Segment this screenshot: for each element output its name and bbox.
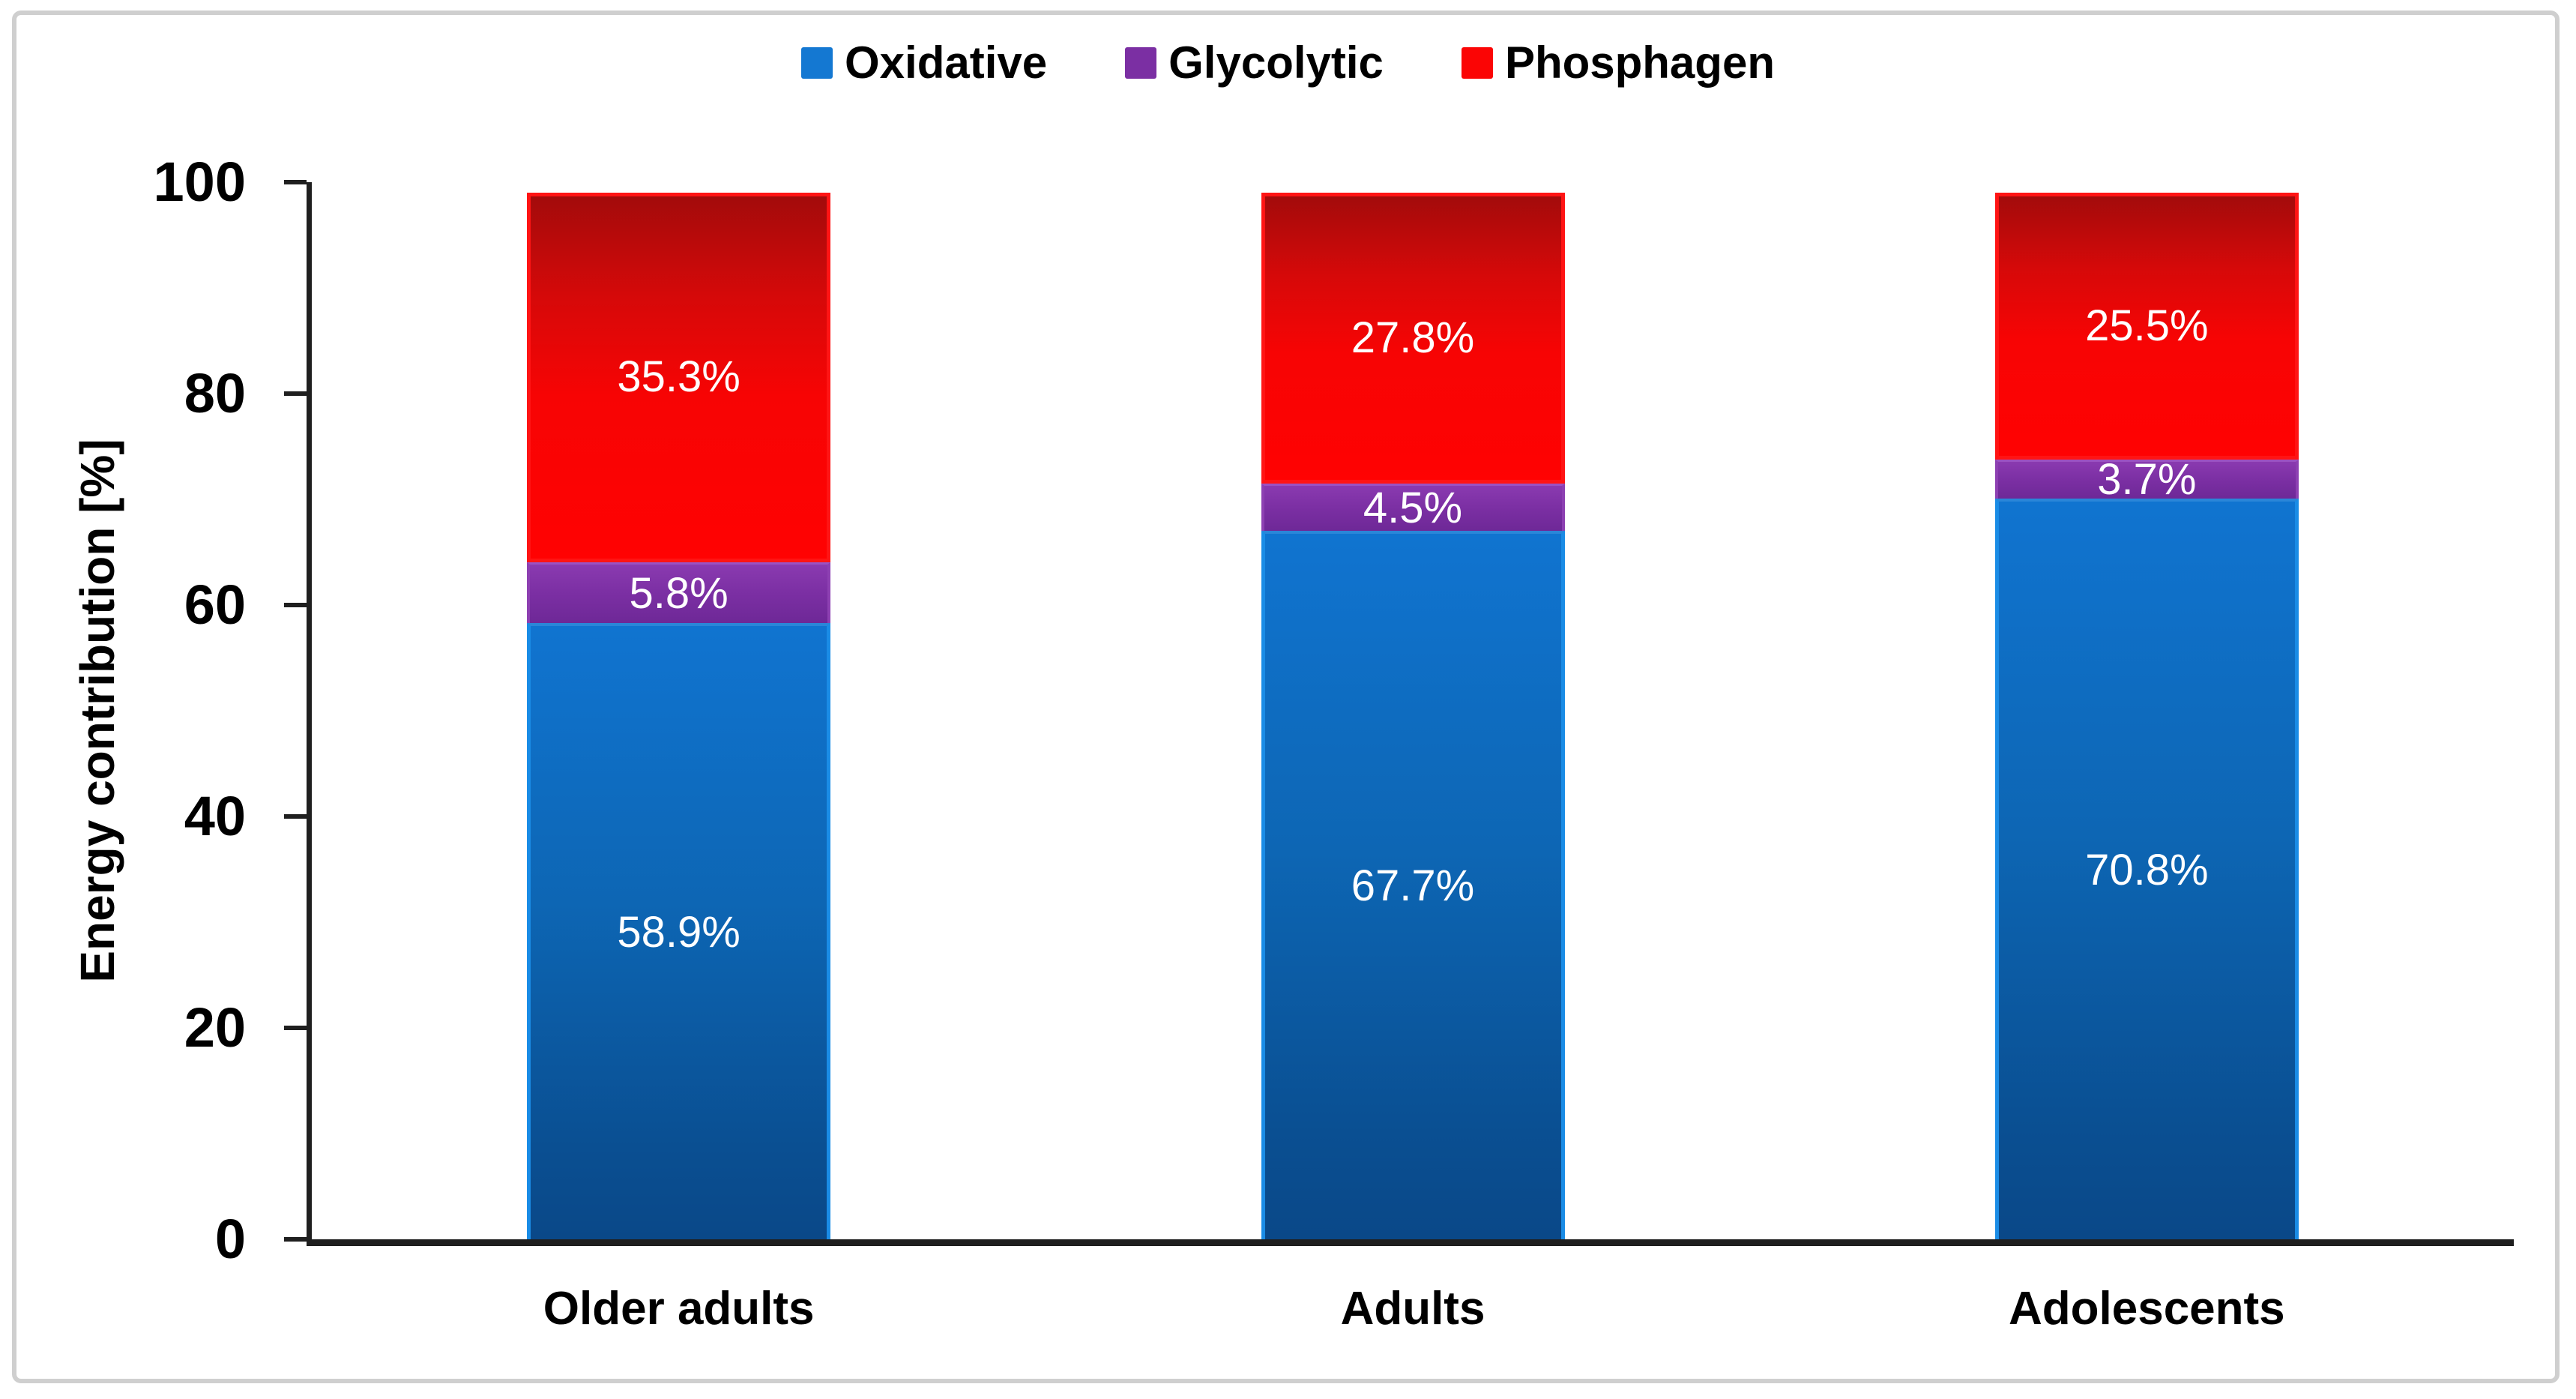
segment-value-label: 70.8% — [2085, 845, 2209, 894]
segment-value-label: 4.5% — [1363, 484, 1463, 533]
legend-item-phosphagen: Phosphagen — [1461, 37, 1775, 88]
legend-color-chip-oxidative — [801, 47, 833, 79]
y-tick-mark — [284, 603, 307, 607]
segment-oxidative: 70.8% — [1994, 498, 2299, 1239]
legend-label: Oxidative — [845, 37, 1048, 88]
y-tick-label: 100 — [153, 151, 246, 213]
y-tick-label: 80 — [184, 362, 246, 424]
y-tick-mark — [284, 1026, 307, 1030]
segment-phosphagen: 35.3% — [527, 193, 831, 562]
segment-value-label: 58.9% — [617, 907, 740, 957]
segment-glycolytic: 5.8% — [527, 562, 831, 623]
legend-color-chip-glycolytic — [1125, 47, 1157, 79]
legend-label: Phosphagen — [1504, 37, 1775, 88]
plot-area: 0 20 40 60 80 100 58.9% 5.8% 35.3% Older adults 67… — [154, 154, 2514, 1332]
bar-older-adults: 58.9% 5.8% 35.3% — [527, 182, 831, 1239]
y-tick-label: 0 — [214, 1208, 246, 1270]
x-category-label-adults: Adults — [1340, 1283, 1485, 1335]
segment-glycolytic: 3.7% — [1994, 455, 2299, 505]
segment-oxidative: 67.7% — [1261, 530, 1565, 1239]
segment-glycolytic: 4.5% — [1261, 484, 1565, 531]
y-tick-label: 20 — [184, 996, 246, 1059]
legend-item-glycolytic: Glycolytic — [1125, 40, 1384, 85]
segment-phosphagen: 27.8% — [1261, 193, 1565, 484]
legend-label: Glycolytic — [1168, 37, 1384, 88]
segment-value-label: 27.8% — [1351, 313, 1475, 363]
segment-value-label: 67.7% — [1351, 861, 1475, 911]
segment-value-label: 35.3% — [617, 352, 740, 402]
segment-phosphagen: 25.5% — [1994, 193, 2299, 460]
bar-adults: 67.7% 4.5% 27.8% — [1261, 182, 1565, 1239]
y-tick-label: 60 — [184, 574, 246, 636]
y-tick-mark — [284, 391, 307, 396]
y-tick-label: 40 — [184, 785, 246, 847]
legend-item-oxidative: Oxidative — [801, 40, 1047, 85]
y-axis-title: Energy contribution [%] — [70, 439, 124, 983]
legend: Oxidative Glycolytic Phosphagen — [0, 40, 2576, 85]
x-category-label-adolescents: Adolescents — [2008, 1283, 2285, 1335]
y-tick-mark — [284, 180, 307, 184]
segment-value-label: 3.7% — [2097, 455, 2197, 505]
segment-value-label: 5.8% — [629, 568, 729, 618]
y-tick-mark — [284, 1237, 307, 1242]
legend-color-chip-phosphagen — [1461, 47, 1493, 79]
bar-adolescents: 70.8% 3.7% 25.5% — [1994, 182, 2299, 1239]
segment-value-label: 25.5% — [2085, 301, 2209, 351]
x-category-label-older-adults: Older adults — [543, 1283, 815, 1335]
y-tick-mark — [284, 814, 307, 819]
segment-oxidative: 58.9% — [527, 622, 831, 1239]
